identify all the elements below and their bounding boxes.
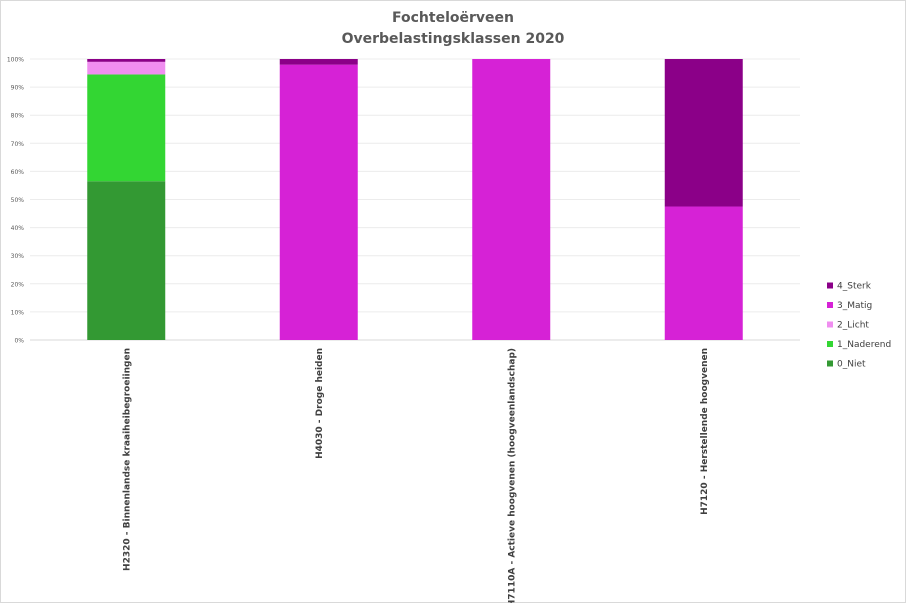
x-tick-labels: H2320 - Binnenlandse kraaiheibegroeiinge…: [122, 348, 710, 603]
legend-label: 2_Licht: [837, 321, 869, 331]
y-tick-label: 0%: [14, 338, 24, 345]
legend-label: 0_Niet: [837, 360, 866, 370]
y-tick-label: 40%: [11, 225, 25, 232]
chart-title: Fochteloërveen: [392, 10, 514, 26]
chart-subtitle: Overbelastingsklassen 2020: [341, 31, 565, 47]
legend-label: 3_Matig: [837, 301, 872, 311]
legend-swatch: [827, 302, 833, 308]
y-tick-label: 80%: [11, 113, 25, 120]
bar-segment: [87, 74, 166, 182]
chart-title-block: Fochteloërveen Overbelastingsklassen 202…: [0, 8, 906, 50]
bar-segment: [87, 61, 166, 75]
x-tick-label: H2320 - Binnenlandse kraaiheibegroeiinge…: [122, 348, 132, 571]
bar-segment: [87, 59, 166, 62]
x-tick-label: H4030 - Droge heiden: [315, 348, 325, 459]
bar-segment: [87, 181, 166, 340]
x-tick-label: H7120 - Herstellende hoogvenen: [700, 348, 710, 515]
y-tick-label: 100%: [7, 57, 24, 64]
legend-swatch: [827, 360, 833, 367]
legend: 4_Sterk 3_Matig 2_Licht 1_Naderend 0_Niet: [827, 282, 891, 370]
y-tick-label: 90%: [11, 85, 25, 92]
legend-label: 4_Sterk: [837, 282, 872, 292]
legend-swatch: [827, 321, 833, 328]
y-tick-label: 10%: [11, 309, 25, 316]
y-tick-label: 30%: [11, 253, 25, 260]
bar-segment: [664, 59, 743, 207]
y-tick-labels: 0% 10% 20% 30% 40% 50% 60% 70% 80% 90% 100%: [7, 57, 24, 345]
legend-label: 1_Naderend: [837, 340, 891, 350]
y-tick-label: 50%: [11, 197, 25, 204]
legend-swatch: [827, 341, 833, 347]
y-tick-label: 60%: [11, 169, 25, 176]
bar-segment: [664, 206, 743, 340]
x-tick-label: H7110A - Actieve hoogvenen (hoogveenland…: [507, 348, 517, 603]
legend-swatch: [827, 282, 833, 289]
bars: [87, 59, 743, 341]
y-tick-label: 20%: [11, 281, 25, 288]
bar-segment: [279, 59, 358, 65]
y-tick-label: 70%: [11, 141, 25, 148]
bar-segment: [279, 64, 358, 341]
bar-segment: [472, 59, 551, 340]
